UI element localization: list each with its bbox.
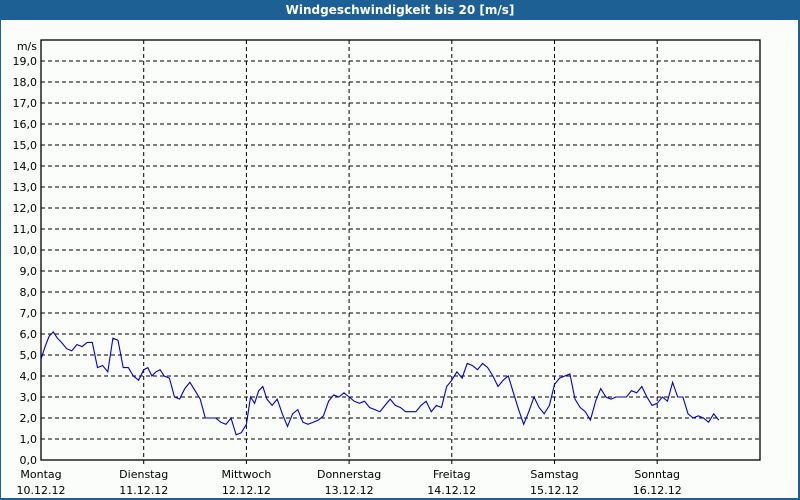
x-day-label: Freitag [433, 468, 471, 481]
x-day-label: Montag [20, 468, 61, 481]
y-tick-label: 19,0 [13, 55, 38, 68]
x-date-label: 16.12.12 [633, 484, 682, 497]
y-tick-label: 17,0 [13, 97, 38, 110]
x-date-label: 15.12.12 [530, 484, 579, 497]
y-tick-label: 8,0 [20, 286, 38, 299]
y-tick-label: 10,0 [13, 244, 38, 257]
y-tick-label: 12,0 [13, 202, 38, 215]
y-tick-label: 4,0 [20, 370, 38, 383]
chart-title: Windgeschwindigkeit bis 20 [m/s] [0, 0, 800, 20]
y-tick-label: 9,0 [20, 265, 38, 278]
x-date-label: 11.12.12 [119, 484, 168, 497]
y-tick-label: 3,0 [20, 391, 38, 404]
y-tick-label: 2,0 [20, 412, 38, 425]
y-tick-label: 16,0 [13, 118, 38, 131]
x-date-label: 14.12.12 [427, 484, 476, 497]
y-tick-label: 5,0 [20, 349, 38, 362]
x-date-label: 12.12.12 [222, 484, 271, 497]
plot-frame [40, 39, 761, 461]
y-tick-label: 15,0 [13, 139, 38, 152]
y-tick-label: 18,0 [13, 76, 38, 89]
x-day-label: Donnerstag [317, 468, 381, 481]
x-day-label: Mittwoch [221, 468, 271, 481]
x-date-label: 13.12.12 [325, 484, 374, 497]
x-day-label: Dienstag [119, 468, 168, 481]
y-tick-label: 14,0 [13, 160, 38, 173]
y-tick-label: 0,0 [20, 454, 38, 467]
wind-speed-line [40, 331, 720, 436]
y-tick-label: 11,0 [13, 223, 38, 236]
y-axis-unit: m/s [17, 40, 37, 53]
x-day-label: Samstag [530, 468, 578, 481]
y-tick-label: 1,0 [20, 433, 38, 446]
y-tick-label: 7,0 [20, 307, 38, 320]
x-day-label: Sonntag [634, 468, 680, 481]
y-tick-label: 6,0 [20, 328, 38, 341]
y-tick-label: 13,0 [13, 181, 38, 194]
x-date-label: 10.12.12 [17, 484, 66, 497]
